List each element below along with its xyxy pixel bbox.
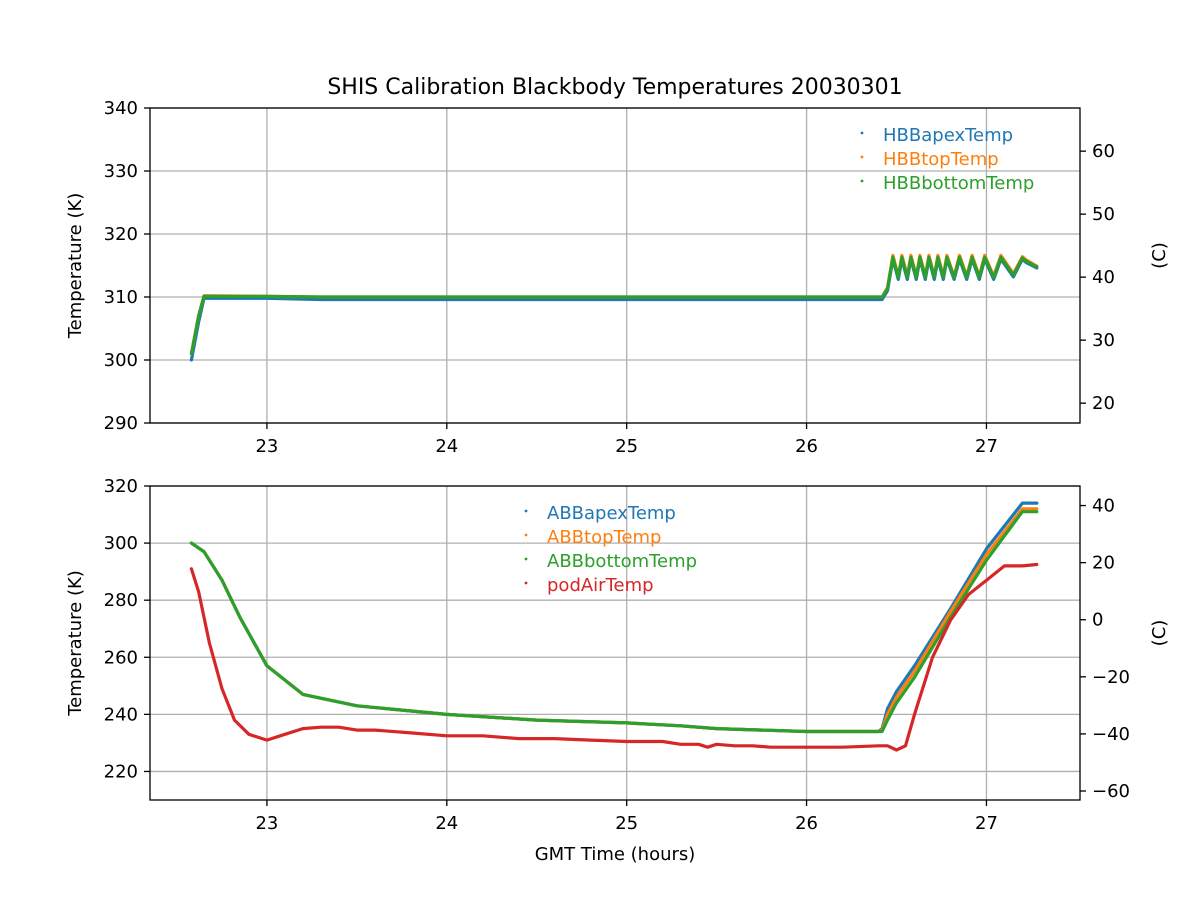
y-right-tick-label: 50 [1092, 204, 1115, 225]
y-tick-label: 300 [104, 533, 138, 554]
y-right-tick-label: 20 [1092, 553, 1115, 574]
legend-label-ABBtopTemp: ABBtopTemp [547, 527, 661, 548]
y-tick-label: 330 [104, 161, 138, 182]
y-axis-label-hbb: Temperature (K) [65, 193, 86, 340]
series-line-HBBapexTemp [189, 257, 1039, 362]
legend-marker-HBBbottomTemp [860, 179, 864, 183]
y-right-tick-label: 0 [1092, 610, 1103, 631]
series-line-ABBbottomTemp [189, 510, 1039, 734]
y-right-tick-label: −40 [1092, 724, 1130, 745]
axes-frame-hbb [149, 107, 1081, 424]
y-tick-label: 280 [104, 590, 138, 611]
x-tick-label: 25 [615, 436, 638, 457]
legend-label-ABBbottomTemp: ABBbottomTemp [547, 551, 697, 572]
x-tick-label: 25 [615, 813, 638, 834]
y-right-tick-label: 30 [1092, 330, 1115, 351]
ticks-hbb: 23 24 25 26 27 290 300 310 320 330 340 20 30 40 50 60 [104, 98, 1115, 457]
x-tick-label: 26 [795, 436, 818, 457]
legend-label-podAirTemp: podAirTemp [547, 575, 654, 596]
legend-marker-ABBtopTemp [524, 533, 528, 537]
legend-marker-podAirTemp [524, 581, 528, 585]
y-right-tick-label: 60 [1092, 141, 1115, 162]
legend-marker-ABBapexTemp [524, 509, 528, 513]
series-abb [189, 501, 1039, 752]
y-tick-label: 340 [104, 98, 138, 119]
y-tick-label: 320 [104, 224, 138, 245]
y-axis-right-label-hbb: (C) [1149, 242, 1170, 269]
y-tick-label: 310 [104, 287, 138, 308]
chart-title: SHIS Calibration Blackbody Temperatures … [327, 75, 902, 100]
legend-abb: ABBapexTemp ABBtopTemp ABBbottomTemp podAir… [524, 503, 697, 596]
x-tick-label: 23 [255, 813, 278, 834]
axes-frame-abb [149, 485, 1081, 801]
legend-label-HBBapexTemp: HBBapexTemp [883, 125, 1013, 146]
y-tick-label: 260 [104, 647, 138, 668]
y-tick-label: 220 [104, 761, 138, 782]
legend-label-HBBtopTemp: HBBtopTemp [883, 149, 999, 170]
x-tick-label: 23 [255, 436, 278, 457]
y-right-tick-label: −60 [1092, 781, 1130, 802]
y-tick-label: 300 [104, 350, 138, 371]
legend-marker-ABBbottomTemp [524, 557, 528, 561]
x-tick-label: 27 [975, 436, 998, 457]
y-axis-right-label-abb: (C) [1149, 620, 1170, 647]
y-right-tick-label: 40 [1092, 267, 1115, 288]
y-right-tick-label: 40 [1092, 496, 1115, 517]
y-tick-label: 290 [104, 413, 138, 434]
legend-label-HBBbottomTemp: HBBbottomTemp [883, 173, 1034, 194]
y-tick-label: 320 [104, 476, 138, 497]
legend-marker-HBBapexTemp [860, 131, 864, 135]
x-axis-label-abb: GMT Time (hours) [535, 844, 696, 865]
x-tick-label: 24 [435, 813, 458, 834]
series-line-podAirTemp [189, 562, 1039, 752]
panel-abb: 23 24 25 26 27 220 240 260 280 300 320 −60 −40 −20 0 20… [65, 476, 1170, 865]
series-line-HBBbottomTemp [189, 255, 1039, 356]
panel-hbb: 23 24 25 26 27 290 300 310 320 330 340 20 30 40 50 60 H… [65, 98, 1170, 457]
y-tick-label: 240 [104, 704, 138, 725]
y-right-tick-label: −20 [1092, 667, 1130, 688]
legend-hbb: HBBapexTemp HBBtopTemp HBBbottomTemp [860, 125, 1034, 194]
x-tick-label: 24 [435, 436, 458, 457]
y-right-tick-label: 20 [1092, 393, 1115, 414]
x-tick-label: 26 [795, 813, 818, 834]
ticks-abb: 23 24 25 26 27 220 240 260 280 300 320 −60 −40 −20 0 20… [104, 476, 1130, 834]
x-tick-label: 27 [975, 813, 998, 834]
y-axis-label-abb: Temperature (K) [65, 570, 86, 717]
legend-marker-HBBtopTemp [860, 155, 864, 159]
series-hbb [189, 253, 1039, 362]
legend-label-ABBapexTemp: ABBapexTemp [547, 503, 676, 524]
